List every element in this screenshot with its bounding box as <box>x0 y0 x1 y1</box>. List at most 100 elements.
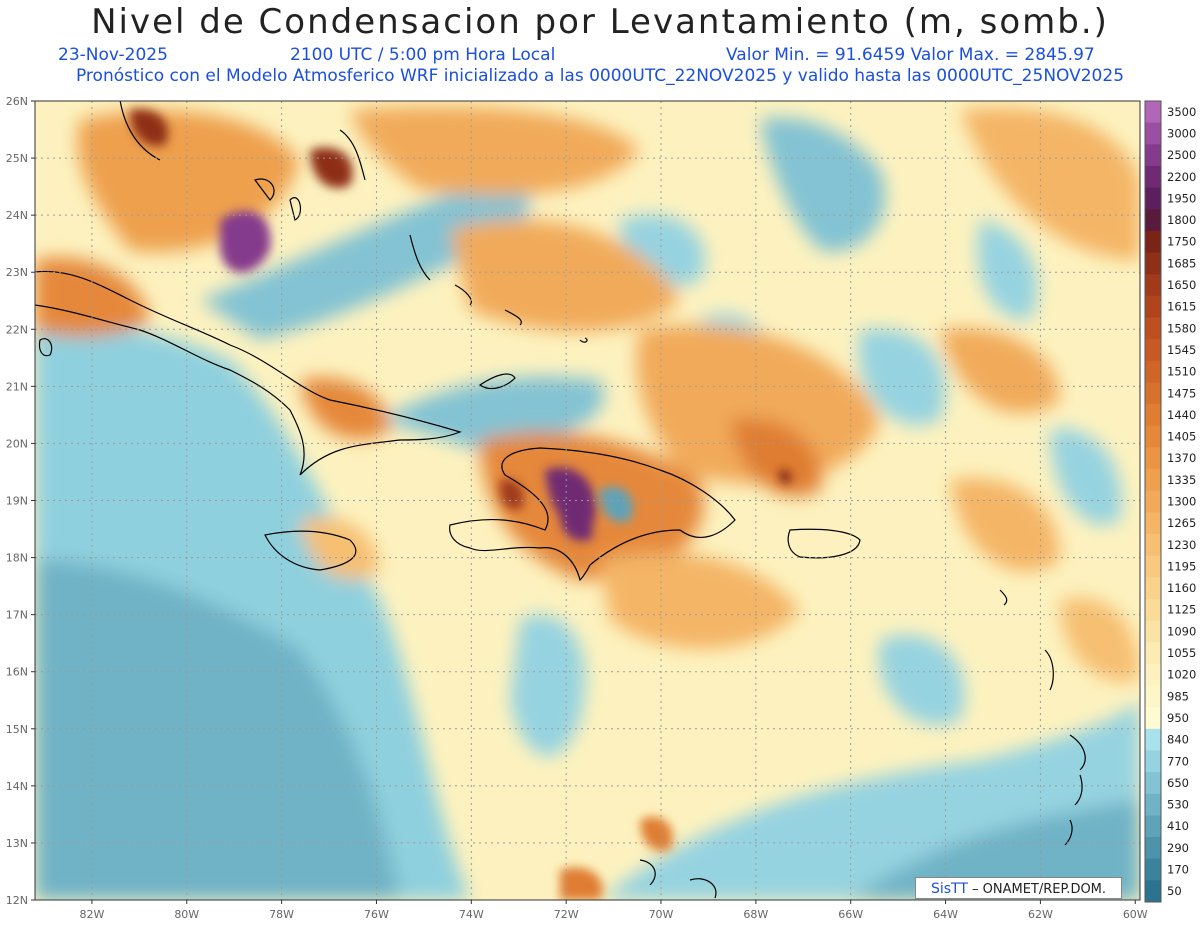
colorbar-swatch <box>1145 750 1161 773</box>
colorbar-label: 1685 <box>1167 256 1196 270</box>
colorbar-label: 1650 <box>1167 278 1196 292</box>
colorbar-label: 1950 <box>1167 191 1196 205</box>
lon-tick-label: 72W <box>554 908 579 921</box>
forecast-time: 2100 UTC / 5:00 pm Hora Local <box>290 45 556 65</box>
colorbar-label: 770 <box>1167 754 1189 768</box>
credit-box: SisTT – ONAMET/REP.DOM. <box>915 877 1122 899</box>
lat-tick-label: 15N <box>6 723 28 736</box>
colorbar-swatch <box>1145 707 1161 730</box>
lat-tick-label: 26N <box>6 95 28 108</box>
colorbar-swatch <box>1145 577 1161 600</box>
colorbar-label: 1195 <box>1167 559 1196 573</box>
coastlines <box>35 101 1086 899</box>
colorbar-label: 1370 <box>1167 451 1196 465</box>
lcl-shaded-field <box>35 101 1140 900</box>
colorbar-label: 1230 <box>1167 538 1196 552</box>
colorbar-label: 1800 <box>1167 213 1196 227</box>
colorbar-label: 290 <box>1167 841 1189 855</box>
colorbar-label: 2200 <box>1167 170 1196 184</box>
longitude-axis: 82W 80W 78W 76W 74W 72W 70W 68W 66W 64W 62W 60W <box>79 900 1148 921</box>
colorbar-label: 1405 <box>1167 430 1196 444</box>
colorbar-label: 1300 <box>1167 495 1196 509</box>
colorbar-swatch <box>1145 490 1161 513</box>
colorbar-swatch <box>1145 858 1161 881</box>
lat-tick-label: 16N <box>6 666 28 679</box>
colorbar-label: 1440 <box>1167 408 1196 422</box>
colorbar-swatch <box>1145 793 1161 816</box>
colorbar-swatch <box>1145 685 1161 708</box>
colorbar-swatch <box>1145 533 1161 557</box>
colorbar-swatch <box>1145 165 1161 189</box>
colorbar-swatch <box>1145 295 1161 318</box>
colorbar-label: 1020 <box>1167 668 1196 682</box>
colorbar-swatch <box>1145 122 1161 145</box>
colorbar: 3500 3000 2500 2200 1950 1800 1750 1685 1650 1615… <box>1144 100 1196 903</box>
lon-tick-label: 80W <box>174 908 199 921</box>
colorbar-swatch <box>1145 187 1161 210</box>
colorbar-label: 1615 <box>1167 300 1196 314</box>
colorbar-swatch <box>1145 382 1161 405</box>
colorbar-label: 2500 <box>1167 148 1196 162</box>
colorbar-label: 1510 <box>1167 365 1196 379</box>
colorbar-swatch <box>1145 252 1161 275</box>
lon-tick-label: 64W <box>933 908 958 921</box>
colorbar-label: 650 <box>1167 776 1189 790</box>
colorbar-swatch <box>1145 425 1161 448</box>
colorbar-swatch <box>1145 447 1161 470</box>
colorbar-label: 1125 <box>1167 603 1196 617</box>
colorbar-swatch <box>1145 317 1161 340</box>
lon-tick-label: 78W <box>269 908 294 921</box>
colorbar-swatch <box>1145 404 1161 427</box>
colorbar-label: 840 <box>1167 733 1189 747</box>
colorbar-label: 50 <box>1167 884 1182 898</box>
colorbar-label: 1475 <box>1167 386 1196 400</box>
colorbar-label: 985 <box>1167 689 1189 703</box>
lon-tick-label: 82W <box>79 908 104 921</box>
lat-tick-label: 22N <box>6 323 28 336</box>
colorbar-label: 1750 <box>1167 235 1196 249</box>
colorbar-swatch <box>1145 598 1161 622</box>
colorbar-swatch <box>1145 772 1161 795</box>
colorbar-swatch <box>1145 339 1161 362</box>
lat-tick-label: 21N <box>6 380 28 393</box>
colorbar-swatch <box>1145 642 1161 665</box>
grid-lines <box>35 101 1140 900</box>
colorbar-label: 3500 <box>1167 105 1196 119</box>
colorbar-label: 1160 <box>1167 581 1196 595</box>
lat-tick-label: 19N <box>6 495 28 508</box>
lat-tick-label: 14N <box>6 780 28 793</box>
lat-tick-label: 23N <box>6 266 28 279</box>
colorbar-swatch <box>1145 230 1161 254</box>
colorbar-label: 3000 <box>1167 126 1196 140</box>
lon-tick-label: 70W <box>649 908 674 921</box>
colorbar-label: 1265 <box>1167 516 1196 530</box>
lon-tick-label: 62W <box>1028 908 1053 921</box>
forecast-date: 23-Nov-2025 <box>58 45 168 65</box>
colorbar-label: 1090 <box>1167 624 1196 638</box>
sispi-logo: SisTT <box>930 881 968 897</box>
lon-tick-label: 76W <box>364 908 389 921</box>
lon-tick-label: 74W <box>459 908 484 921</box>
colorbar-label: 1055 <box>1167 646 1196 660</box>
lat-tick-label: 17N <box>6 609 28 622</box>
colorbar-swatch <box>1145 360 1161 383</box>
lat-tick-label: 18N <box>6 552 28 565</box>
lat-tick-label: 20N <box>6 437 28 450</box>
colorbar-label: 410 <box>1167 819 1189 833</box>
colorbar-swatch <box>1145 837 1161 860</box>
colorbar-swatch <box>1145 101 1161 124</box>
lon-tick-label: 60W <box>1123 908 1148 921</box>
colorbar-swatch <box>1145 728 1161 751</box>
colorbar-swatch <box>1145 144 1161 167</box>
colorbar-swatch <box>1145 274 1161 297</box>
colorbar-label: 1545 <box>1167 343 1196 357</box>
colorbar-swatch <box>1145 663 1161 687</box>
colorbar-swatch <box>1145 469 1161 492</box>
lat-tick-label: 24N <box>6 209 28 222</box>
colorbar-label: 1580 <box>1167 321 1196 335</box>
value-range: Valor Min. = 91.6459 Valor Max. = 2845.9… <box>726 45 1095 65</box>
lat-tick-label: 12N <box>6 894 28 907</box>
lat-tick-label: 25N <box>6 152 28 165</box>
colorbar-swatch <box>1145 620 1161 643</box>
